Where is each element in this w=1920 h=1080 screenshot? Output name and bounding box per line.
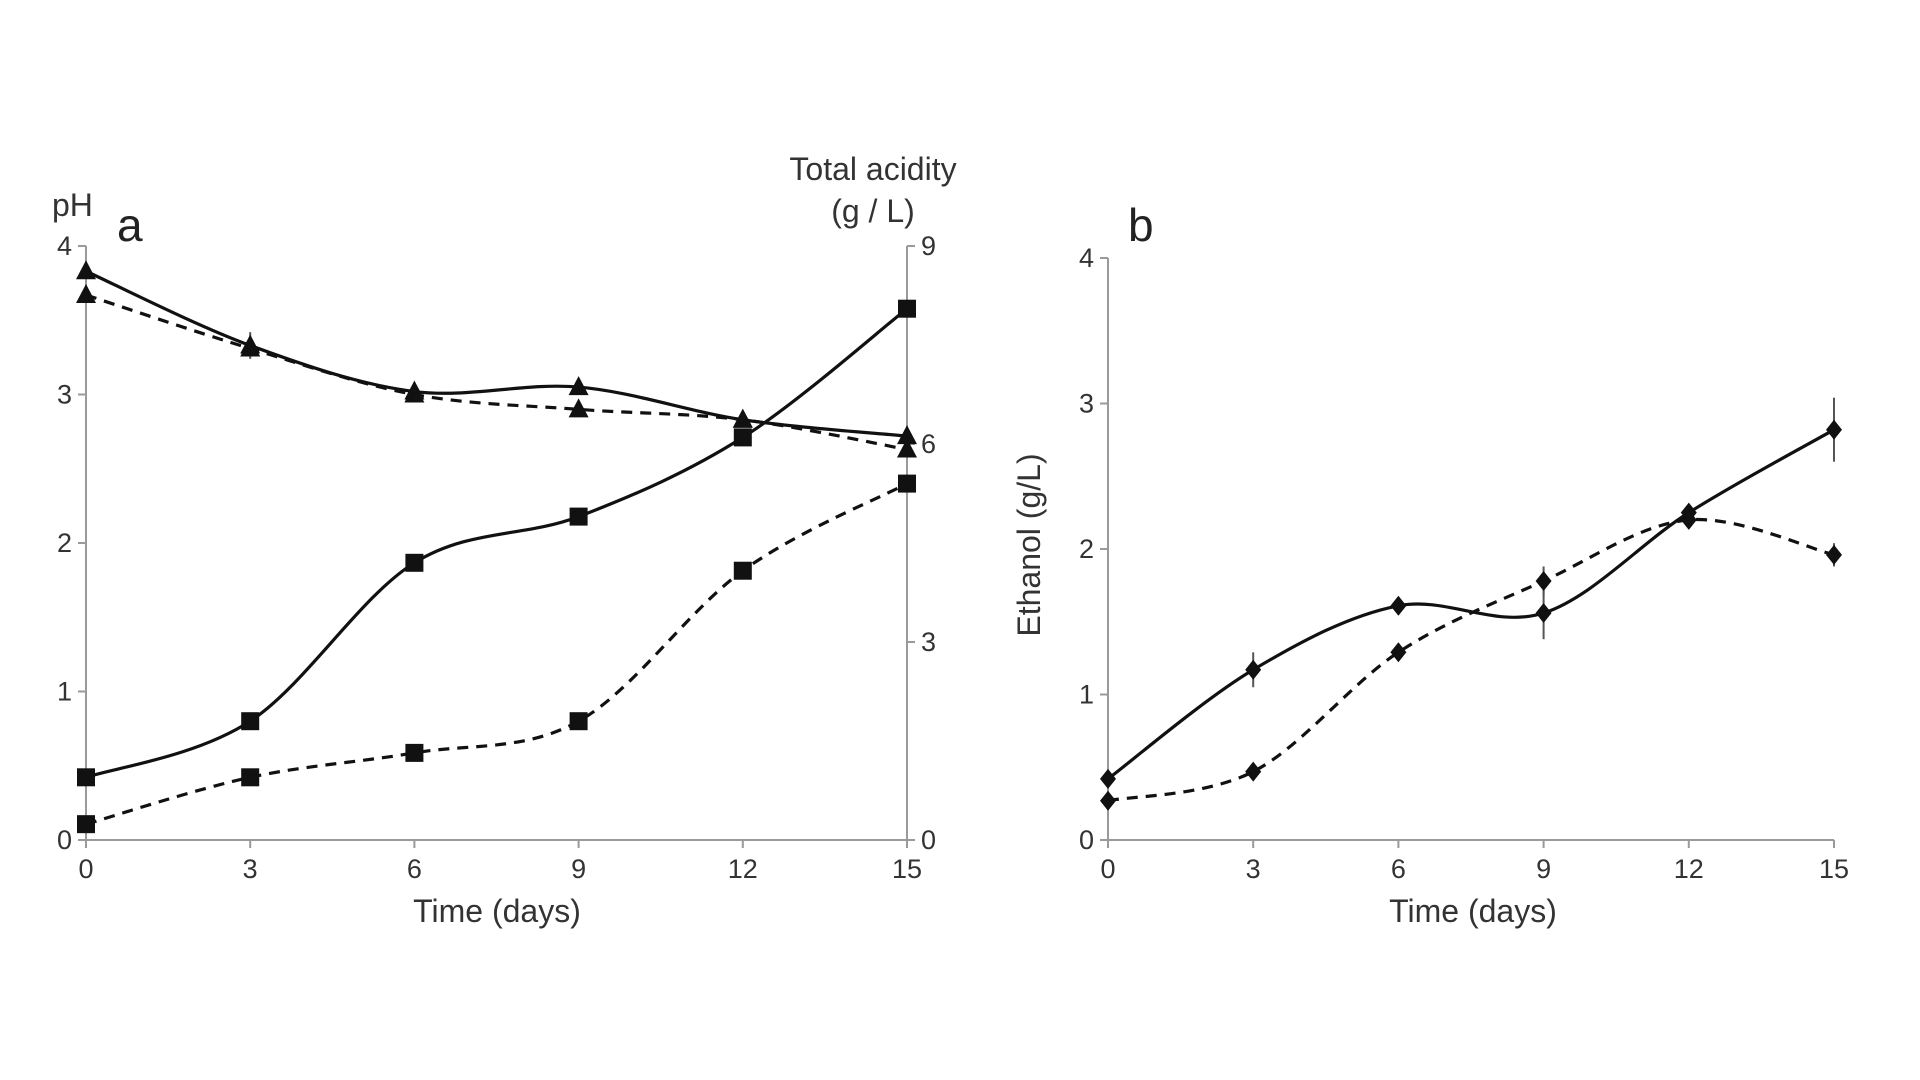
panel-a-series-3-line	[85, 307, 908, 779]
panel-a-square-marker	[77, 815, 95, 834]
panel-a-ph-tick-label: 4	[57, 231, 72, 261]
panel-a-square-marker	[569, 507, 588, 526]
panel-a-square-marker	[569, 712, 588, 731]
panel-b-y-tick-label: 1	[1079, 680, 1094, 710]
panel-a-triangle-marker	[568, 398, 589, 418]
panel-b-y-tick-label: 3	[1079, 389, 1094, 419]
panel-a-triangle-marker	[897, 438, 917, 458]
panel-b-x-tick-label: 15	[1819, 854, 1849, 884]
panel-b-x-axis-title: Time (days)	[1389, 893, 1557, 929]
panel-a-x-tick-label: 9	[571, 854, 586, 884]
panel-a-ph-tick-label: 2	[57, 528, 72, 558]
panel-a-square-marker	[241, 712, 260, 731]
panel-a-series-2-line	[85, 293, 908, 452]
panel-a-ph-axis-title: pH	[52, 187, 93, 223]
panel-a-x-tick-label: 12	[728, 854, 758, 884]
panel-b-series-1-line	[1107, 428, 1835, 781]
panel-b-ethanol-axis-title: Ethanol (g/L)	[1011, 453, 1047, 636]
panel-a-square-marker	[898, 299, 916, 318]
panel-b-diamond-marker	[1245, 761, 1262, 782]
panel-a-x-tick-label: 0	[78, 854, 93, 884]
panel-a: a pH Total acidity (g / L) Time (days) 0…	[52, 151, 957, 929]
panel-b-y-tick-label: 0	[1079, 825, 1094, 855]
panel-b-diamond-marker	[1100, 768, 1116, 789]
panel-a-triangle-marker	[404, 383, 425, 403]
panel-a-x-tick-label: 15	[892, 854, 922, 884]
panel-b-y-tick-label: 2	[1079, 534, 1094, 564]
panel-a-series-4-line	[85, 482, 908, 826]
panel-a-ph-tick-label: 3	[57, 380, 72, 410]
panel-b-diamond-marker	[1390, 595, 1407, 616]
panel-a-acidity-tick-label: 6	[921, 429, 936, 459]
panel-b-x-tick-label: 9	[1536, 854, 1551, 884]
panel-b-diamond-marker	[1680, 509, 1697, 530]
panel-a-ph-tick-label: 1	[57, 677, 72, 707]
panel-b-diamond-marker	[1390, 642, 1407, 663]
panel-b-diamond-marker	[1535, 603, 1552, 624]
panel-a-x-tick-label: 3	[243, 854, 258, 884]
panel-a-series-1-line	[85, 269, 908, 438]
panel-b-diamond-marker	[1826, 419, 1842, 440]
panel-b-diamond-marker	[1100, 790, 1116, 811]
panel-b-y-tick-label: 4	[1079, 243, 1094, 273]
panel-a-triangle-marker	[76, 284, 96, 304]
panel-a-ph-tick-label: 0	[57, 825, 72, 855]
panel-a-triangle-marker	[568, 376, 589, 396]
panel-b-series-2-line	[1107, 517, 1835, 803]
panel-b-diamond-marker	[1535, 571, 1552, 592]
panel-b-x-tick-label: 3	[1246, 854, 1261, 884]
panel-b-x-tick-label: 6	[1391, 854, 1406, 884]
panel-a-triangle-marker	[240, 337, 261, 357]
panel-a-acidity-tick-label: 3	[921, 627, 936, 657]
panel-b-x-tick-label: 0	[1100, 854, 1115, 884]
panel-a-square-marker	[241, 768, 260, 787]
panel-a-label: a	[117, 199, 143, 251]
panel-a-acidity-axis-title-line1: Total acidity	[789, 151, 956, 187]
panel-a-square-marker	[405, 743, 424, 762]
panel-a-x-axis-title: Time (days)	[413, 893, 581, 929]
panel-b-diamond-marker	[1245, 659, 1262, 680]
panel-a-acidity-axis-title-line2: (g / L)	[831, 193, 915, 229]
panel-a-acidity-tick-label: 0	[921, 825, 936, 855]
panel-a-acidity-tick-label: 9	[921, 231, 936, 261]
panel-b-x-tick-label: 12	[1674, 854, 1704, 884]
panel-b-diamond-marker	[1826, 544, 1842, 565]
panel-b-label: b	[1128, 199, 1154, 251]
panel-a-square-marker	[898, 474, 916, 493]
panel-a-triangle-marker	[76, 260, 96, 280]
panel-a-triangle-marker	[732, 408, 753, 428]
panel-a-x-tick-label: 6	[407, 854, 422, 884]
panel-a-square-marker	[77, 768, 95, 787]
panel-a-square-marker	[733, 561, 752, 580]
panel-a-square-marker	[405, 553, 424, 572]
panel-a-square-marker	[733, 428, 752, 447]
panel-a-triangle-marker	[897, 425, 917, 445]
